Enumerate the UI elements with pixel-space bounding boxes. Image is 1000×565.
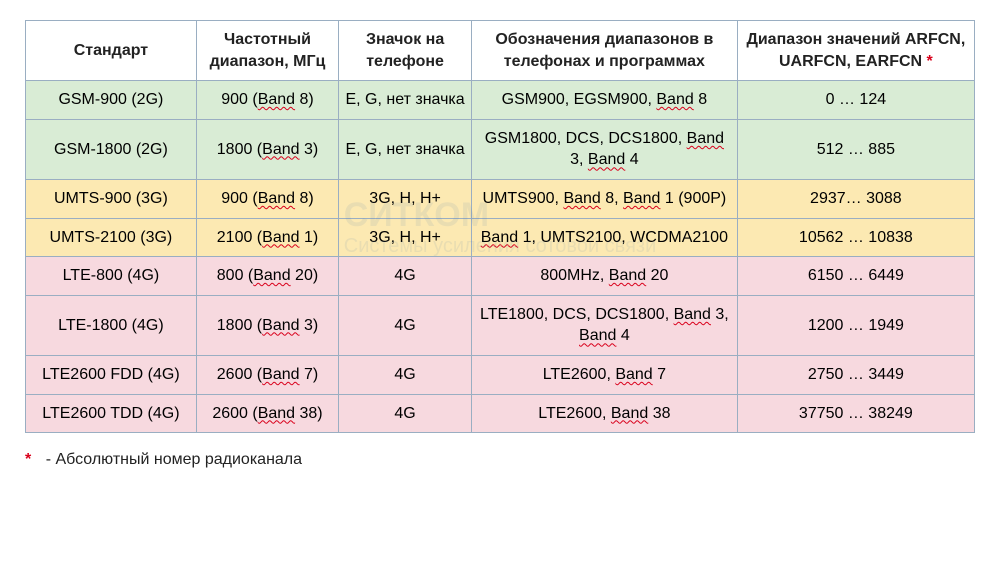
cell-2-2: 3G, H, H+: [339, 179, 472, 218]
col-header-4: Диапазон значений ARFCN, UARFCN, EARFCN …: [737, 21, 974, 81]
cell-0-3: GSM900, EGSM900, Band 8: [472, 81, 738, 120]
cell-1-4: 512 … 885: [737, 119, 974, 179]
cell-6-2: 4G: [339, 355, 472, 394]
table-header-row: СтандартЧастотный диапазон, МГцЗначок на…: [26, 21, 975, 81]
col-header-1: Частотный диапазон, МГц: [196, 21, 338, 81]
cell-1-2: E, G, нет значка: [339, 119, 472, 179]
cell-0-0: GSM-900 (2G): [26, 81, 197, 120]
cell-6-3: LTE2600, Band 7: [472, 355, 738, 394]
cell-2-0: UMTS-900 (3G): [26, 179, 197, 218]
table-row: UMTS-2100 (3G)2100 (Band 1)3G, H, H+Band…: [26, 218, 975, 257]
footnote: * - Абсолютный номер радиоканала: [25, 451, 975, 469]
frequency-table: СтандартЧастотный диапазон, МГцЗначок на…: [25, 20, 975, 433]
cell-6-0: LTE2600 FDD (4G): [26, 355, 197, 394]
cell-4-2: 4G: [339, 257, 472, 296]
cell-1-3: GSM1800, DCS, DCS1800, Band 3, Band 4: [472, 119, 738, 179]
col-header-3: Обозначения диапазонов в телефонах и про…: [472, 21, 738, 81]
cell-6-1: 2600 (Band 7): [196, 355, 338, 394]
cell-5-3: LTE1800, DCS, DCS1800, Band 3, Band 4: [472, 295, 738, 355]
cell-3-3: Band 1, UMTS2100, WCDMA2100: [472, 218, 738, 257]
cell-4-4: 6150 … 6449: [737, 257, 974, 296]
cell-5-4: 1200 … 1949: [737, 295, 974, 355]
table-body: GSM-900 (2G)900 (Band 8)E, G, нет значка…: [26, 81, 975, 433]
cell-5-1: 1800 (Band 3): [196, 295, 338, 355]
cell-7-3: LTE2600, Band 38: [472, 394, 738, 433]
cell-5-0: LTE-1800 (4G): [26, 295, 197, 355]
cell-2-1: 900 (Band 8): [196, 179, 338, 218]
table-row: LTE2600 TDD (4G)2600 (Band 38)4GLTE2600,…: [26, 394, 975, 433]
cell-3-1: 2100 (Band 1): [196, 218, 338, 257]
cell-4-0: LTE-800 (4G): [26, 257, 197, 296]
cell-0-4: 0 … 124: [737, 81, 974, 120]
table-row: LTE2600 FDD (4G)2600 (Band 7)4GLTE2600, …: [26, 355, 975, 394]
cell-2-4: 2937… 3088: [737, 179, 974, 218]
col-header-0: Стандарт: [26, 21, 197, 81]
cell-3-2: 3G, H, H+: [339, 218, 472, 257]
cell-1-0: GSM-1800 (2G): [26, 119, 197, 179]
cell-1-1: 1800 (Band 3): [196, 119, 338, 179]
table-row: GSM-1800 (2G)1800 (Band 3)E, G, нет знач…: [26, 119, 975, 179]
cell-0-2: E, G, нет значка: [339, 81, 472, 120]
cell-6-4: 2750 … 3449: [737, 355, 974, 394]
cell-7-2: 4G: [339, 394, 472, 433]
cell-7-0: LTE2600 TDD (4G): [26, 394, 197, 433]
col-header-2: Значок на телефоне: [339, 21, 472, 81]
cell-5-2: 4G: [339, 295, 472, 355]
table-row: GSM-900 (2G)900 (Band 8)E, G, нет значка…: [26, 81, 975, 120]
table-row: LTE-800 (4G)800 (Band 20)4G800MHz, Band …: [26, 257, 975, 296]
table-row: LTE-1800 (4G)1800 (Band 3)4GLTE1800, DCS…: [26, 295, 975, 355]
cell-2-3: UMTS900, Band 8, Band 1 (900P): [472, 179, 738, 218]
cell-4-3: 800MHz, Band 20: [472, 257, 738, 296]
footnote-marker: *: [25, 451, 31, 468]
cell-7-1: 2600 (Band 38): [196, 394, 338, 433]
cell-4-1: 800 (Band 20): [196, 257, 338, 296]
footnote-text: - Абсолютный номер радиоканала: [46, 451, 302, 468]
table-container: СИТКОМ Системы усиления сотовой связи Ст…: [25, 20, 975, 433]
table-row: UMTS-900 (3G)900 (Band 8)3G, H, H+UMTS90…: [26, 179, 975, 218]
cell-7-4: 37750 … 38249: [737, 394, 974, 433]
cell-0-1: 900 (Band 8): [196, 81, 338, 120]
cell-3-0: UMTS-2100 (3G): [26, 218, 197, 257]
cell-3-4: 10562 … 10838: [737, 218, 974, 257]
